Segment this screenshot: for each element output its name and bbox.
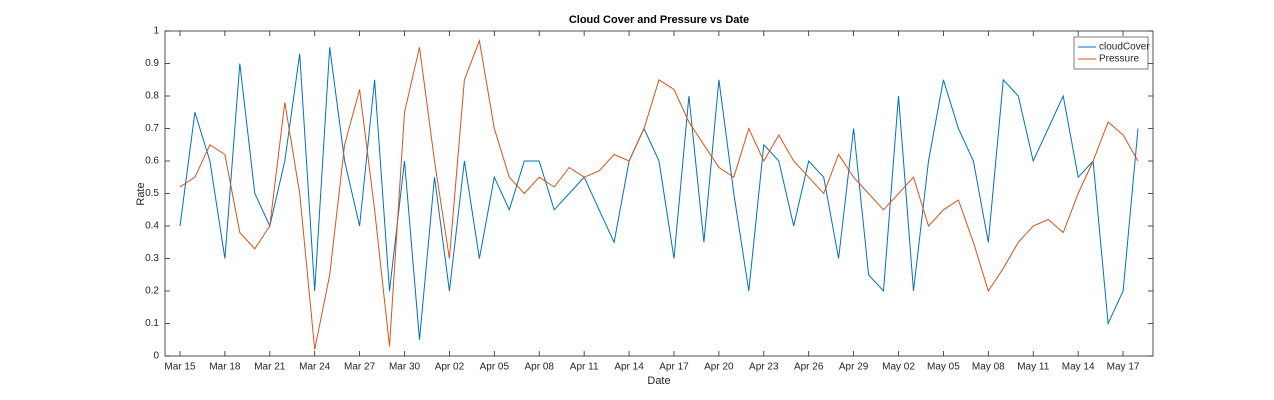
legend-label: Pressure	[1099, 54, 1139, 65]
x-tick-label: Apr 05	[480, 362, 510, 373]
x-tick-label: May 17	[1107, 362, 1140, 373]
x-tick-label: May 02	[882, 362, 915, 373]
y-tick-label: 0.9	[145, 58, 159, 69]
x-tick-label: Mar 24	[299, 362, 331, 373]
x-tick-label: Mar 30	[389, 362, 421, 373]
chart-title: Cloud Cover and Pressure vs Date	[569, 14, 749, 26]
x-tick-label: Apr 14	[614, 362, 644, 373]
y-tick-label: 0.1	[145, 318, 159, 329]
y-tick-label: 1	[153, 26, 159, 37]
data-line	[179, 38, 1139, 350]
x-tick-label: Mar 21	[254, 362, 286, 373]
x-tick-label: May 08	[972, 362, 1005, 373]
x-tick-label: Apr 08	[525, 362, 555, 373]
x-tick-label: Apr 26	[794, 362, 824, 373]
x-tick-label: May 05	[927, 362, 960, 373]
y-tick-label: 0.6	[145, 156, 159, 167]
x-tick-label: Mar 27	[344, 362, 376, 373]
x-tick-label: Apr 17	[659, 362, 689, 373]
legend-label: cloudCover	[1099, 42, 1150, 53]
y-tick-label: 0.7	[145, 123, 159, 134]
y-tick-label: 0.8	[145, 91, 159, 102]
y-tick-label: 0.5	[145, 188, 159, 199]
x-tick-label: May 14	[1062, 362, 1095, 373]
x-tick-label: Apr 29	[839, 362, 869, 373]
x-tick-label: May 11	[1017, 362, 1049, 373]
x-tick-label: Apr 02	[435, 362, 465, 373]
y-tick-label: 0	[153, 351, 159, 362]
x-tick-label: Mar 18	[209, 362, 241, 373]
x-tick-label: Apr 20	[704, 362, 734, 373]
y-tick-label: 0.4	[145, 221, 159, 232]
y-axis-label: Rate	[135, 182, 147, 205]
y-tick-label: 0.3	[145, 253, 159, 264]
x-tick-label: Mar 15	[164, 362, 196, 373]
y-tick-label: 0.2	[145, 286, 159, 297]
x-tick-label: Apr 23	[749, 362, 779, 373]
x-axis-label: Date	[647, 375, 670, 387]
data-line	[179, 47, 1139, 340]
legend-box	[1073, 36, 1149, 70]
x-tick-label: Apr 11	[570, 362, 599, 373]
